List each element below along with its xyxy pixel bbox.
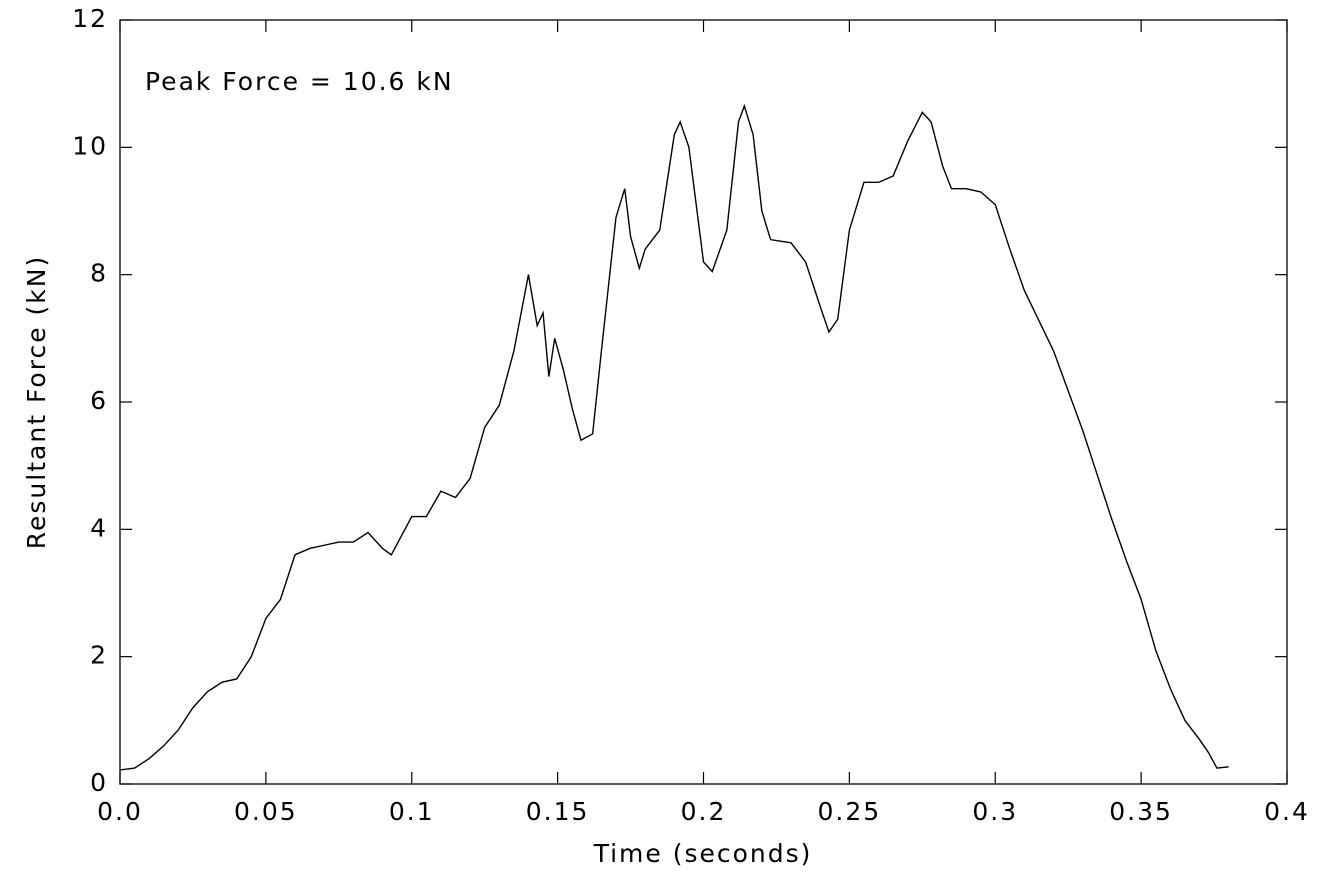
x-tick-label: 0.35	[1109, 797, 1173, 826]
data-line	[119, 103, 1229, 771]
x-axis-label: Time (seconds)	[593, 839, 813, 868]
y-tick-label: 10	[72, 131, 108, 160]
y-tick-label: 6	[90, 386, 108, 415]
x-tick-label: 0.15	[526, 797, 590, 826]
x-tick-label: 0.2	[681, 797, 727, 826]
x-tick-label: 0.25	[818, 797, 882, 826]
annotation: Peak Force = 10.6 kN	[145, 67, 454, 96]
y-tick-label: 8	[90, 259, 108, 288]
x-tick-label: 0.0	[97, 797, 143, 826]
y-tick-label: 12	[72, 4, 108, 33]
y-tick-label: 0	[90, 768, 108, 797]
x-tick-label: 0.4	[1264, 797, 1310, 826]
y-axis-label: Resultant Force (kN)	[22, 255, 51, 549]
y-tick-label: 2	[90, 641, 108, 670]
x-tick-label: 0.05	[234, 797, 298, 826]
x-tick-label: 0.3	[972, 797, 1018, 826]
plot-frame	[119, 19, 1288, 785]
x-tick-label: 0.1	[389, 797, 435, 826]
y-tick-label: 4	[90, 513, 108, 542]
